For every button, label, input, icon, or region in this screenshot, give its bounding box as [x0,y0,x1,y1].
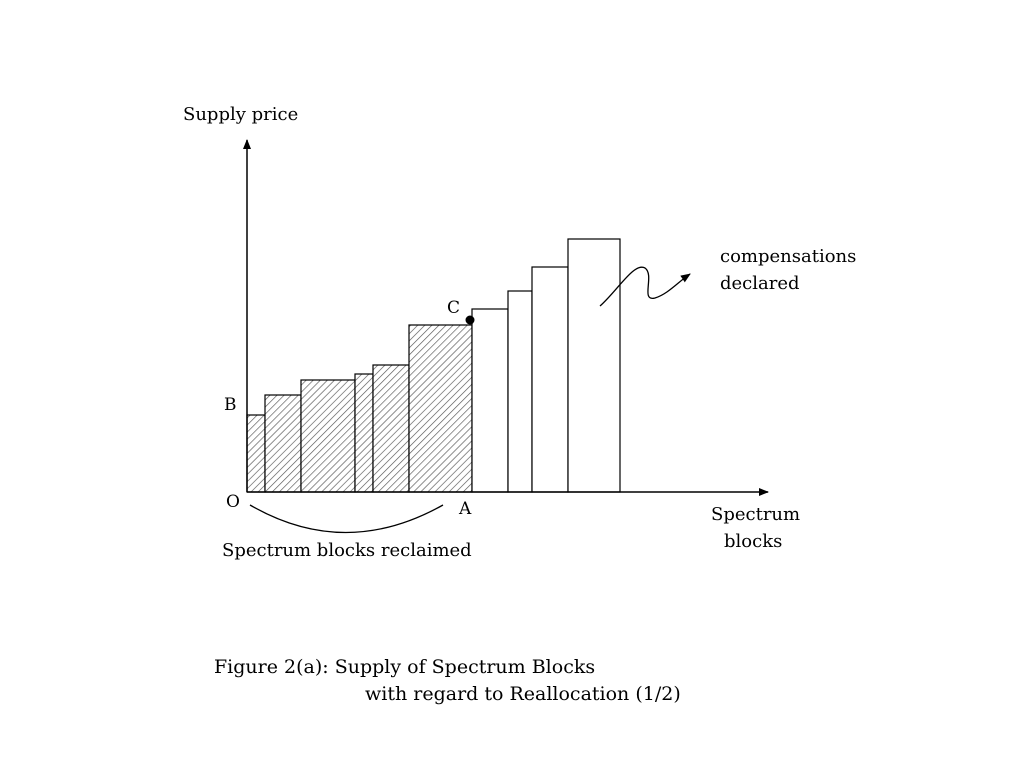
compensations-label-line1: compensations [720,246,856,267]
reclaimed-block-4 [354,373,374,493]
unreclaimed-block-7 [471,308,509,493]
point-label-o: O [226,492,240,512]
figure-caption-line2: with regard to Reallocation (1/2) [365,683,681,705]
point-label-a: A [458,499,472,519]
reclaimed-block-5 [372,364,410,493]
figure-caption-line1: Figure 2(a): Supply of Spectrum Blocks [214,656,595,678]
reclaimed-block-3 [300,379,356,493]
unreclaimed-block-9 [531,266,569,493]
reclaimed-block-2 [264,394,302,493]
compensations-arrow [599,266,691,307]
reclaimed-label: Spectrum blocks reclaimed [222,540,472,561]
compensations-label-line2: declared [720,273,800,294]
y-axis-label: Supply price [183,104,298,125]
unreclaimed-block-10 [567,238,621,493]
x-axis-label-line2: blocks [724,531,782,552]
reclaimed-block-1 [246,414,266,493]
unreclaimed-block-8 [507,290,533,493]
reclaimed-brace [249,504,444,534]
x-axis-label-line1: Spectrum [711,504,800,525]
reclaimed-block-6 [408,324,473,493]
point-label-c: C [447,298,460,318]
spectrum-blocks [246,238,621,493]
point-label-b: B [224,395,237,415]
point-c-marker [465,315,475,325]
